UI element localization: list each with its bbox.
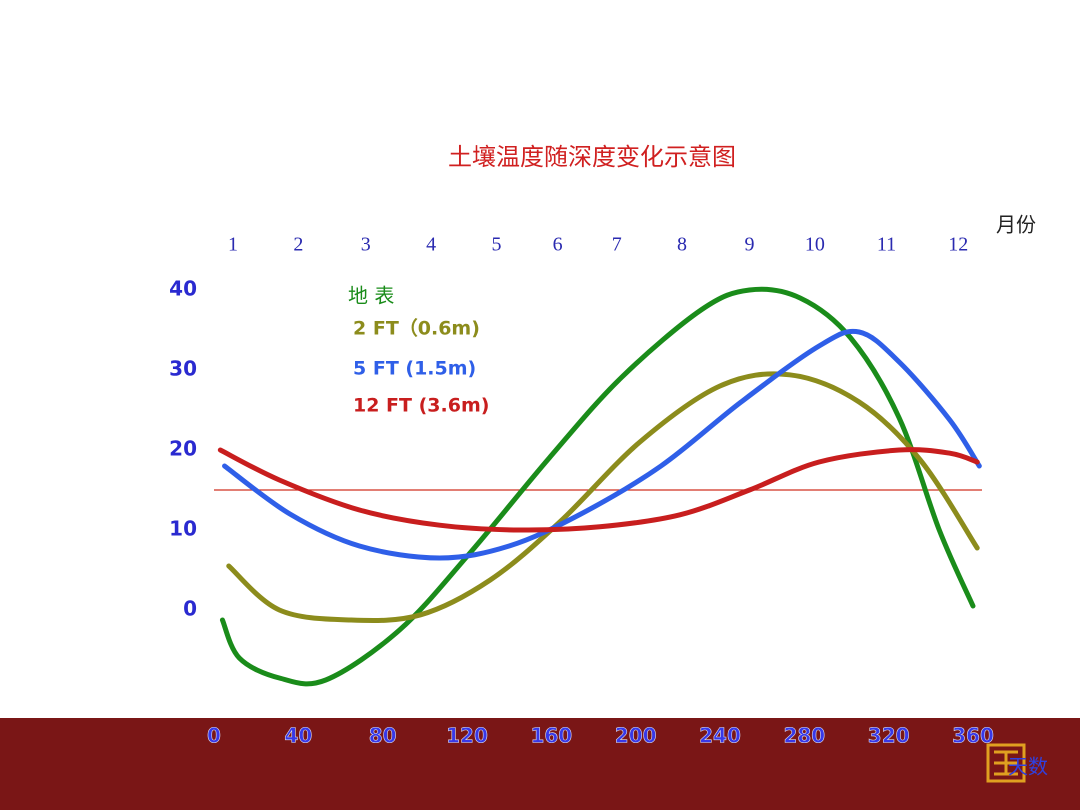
x2-tick-label: 2 [293,234,303,256]
legend-label: 5 FT (1.5m) [353,358,476,380]
x-tick-label: 240 [699,724,741,748]
y-tick-label: 40 [169,277,197,301]
x2-tick-label: 1 [228,234,238,256]
logo [986,743,1026,783]
x2-tick-label: 7 [612,234,622,256]
chart-title: 土壤温度随深度变化示意图 [448,143,736,171]
x2-tick-label: 12 [948,234,968,256]
x-tick-label: 320 [868,724,910,748]
x-tick-label: 80 [369,724,397,748]
x-tick-label: 0 [207,724,221,748]
x2-tick-label: 3 [361,234,371,256]
series-line [226,371,980,623]
x-tick-label: 120 [446,724,488,748]
y-tick-label: 0 [183,597,197,621]
footer-band [0,718,1080,810]
x2-tick-label: 8 [677,234,687,256]
x2-tick-label: 4 [426,234,436,256]
legend-label: 2 FT（0.6m) [353,317,480,340]
series-line [222,328,982,561]
x2-tick-label: 10 [805,234,825,256]
x2-tick-label: 6 [553,234,563,256]
x2-tick-label: 11 [877,234,896,256]
y-tick-label: 30 [169,357,197,381]
x-tick-label: 200 [615,724,657,748]
y-tick-label: 20 [169,437,197,461]
legend-label: 12 FT (3.6m) [353,395,489,417]
legend-label: 地 表 [348,284,394,308]
x2-tick-label: 9 [745,234,755,256]
x-tick-label: 360 [952,724,994,748]
x-axis-label: 天数 [1008,755,1048,779]
x2-axis-label: 月份 [996,213,1036,237]
series-line [217,447,980,533]
y-tick-label: 10 [169,517,197,541]
x-tick-label: 160 [530,724,572,748]
series-line [219,286,976,687]
x2-tick-label: 5 [492,234,502,256]
x-tick-label: 40 [284,724,312,748]
x-tick-label: 280 [783,724,825,748]
